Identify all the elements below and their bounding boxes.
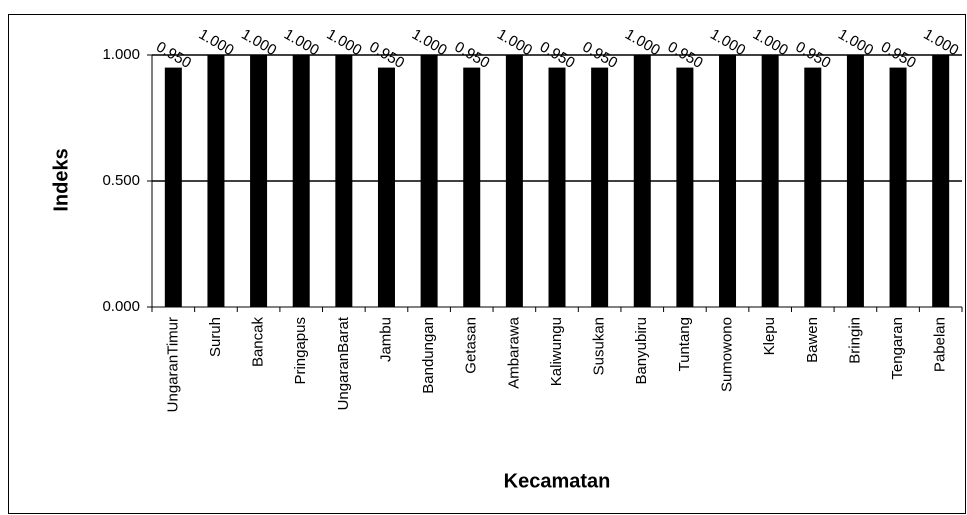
bar	[250, 55, 268, 307]
bar	[591, 67, 609, 307]
x-tick-label: Bawen	[804, 317, 821, 363]
bar	[761, 55, 779, 307]
value-label: 0.950	[665, 38, 706, 71]
x-tick-label: UngaranBarat	[335, 316, 352, 410]
bar	[164, 67, 182, 307]
chart-border	[8, 14, 966, 514]
x-tick-label: Tengaran	[889, 317, 906, 380]
y-axis-title: Indeks	[50, 148, 72, 211]
x-tick-label: Bancak	[250, 317, 267, 368]
x-tick-label: Pringapus	[292, 317, 309, 385]
bar	[846, 55, 864, 307]
x-tick-label: Kaliwungu	[548, 317, 565, 386]
value-label: 0.950	[793, 38, 834, 71]
bar	[505, 55, 523, 307]
bar	[548, 67, 566, 307]
y-tick-label: 1.000	[102, 46, 140, 63]
value-label: 0.950	[451, 38, 492, 71]
y-tick-label: 0.500	[102, 172, 140, 189]
x-tick-label: Klepu	[761, 317, 778, 355]
value-label: 0.950	[153, 38, 194, 71]
x-tick-label: Bandungan	[420, 317, 437, 394]
bar	[719, 55, 737, 307]
x-tick-label: Getasan	[463, 317, 480, 374]
x-tick-label: Pabelan	[932, 317, 949, 372]
bar	[377, 67, 395, 307]
bar	[463, 67, 481, 307]
bar	[889, 67, 907, 307]
bar	[932, 55, 950, 307]
value-label: 0.950	[579, 38, 620, 71]
value-label: 0.950	[366, 38, 407, 71]
x-tick-label: Ambarawa	[505, 316, 522, 388]
bar	[292, 55, 310, 307]
bar	[676, 67, 694, 307]
value-label: 0.950	[878, 38, 919, 71]
x-tick-label: Jambu	[377, 317, 394, 362]
bar	[207, 55, 225, 307]
x-tick-label: Suruh	[207, 317, 224, 357]
x-tick-label: Tuntang	[676, 317, 693, 372]
y-tick-label: 0.000	[102, 298, 140, 315]
bar	[335, 55, 353, 307]
x-axis-title: Kecamatan	[504, 470, 611, 492]
x-tick-label: Sumowono	[718, 317, 735, 392]
value-label: 0.950	[537, 38, 578, 71]
x-tick-label: UngaranTimur	[164, 317, 181, 412]
bar	[633, 55, 651, 307]
bar	[420, 55, 438, 307]
x-tick-label: Susukan	[591, 317, 608, 375]
x-tick-label: Bringin	[846, 317, 863, 364]
x-tick-label: Banyubiru	[633, 317, 650, 385]
bar	[804, 67, 822, 307]
